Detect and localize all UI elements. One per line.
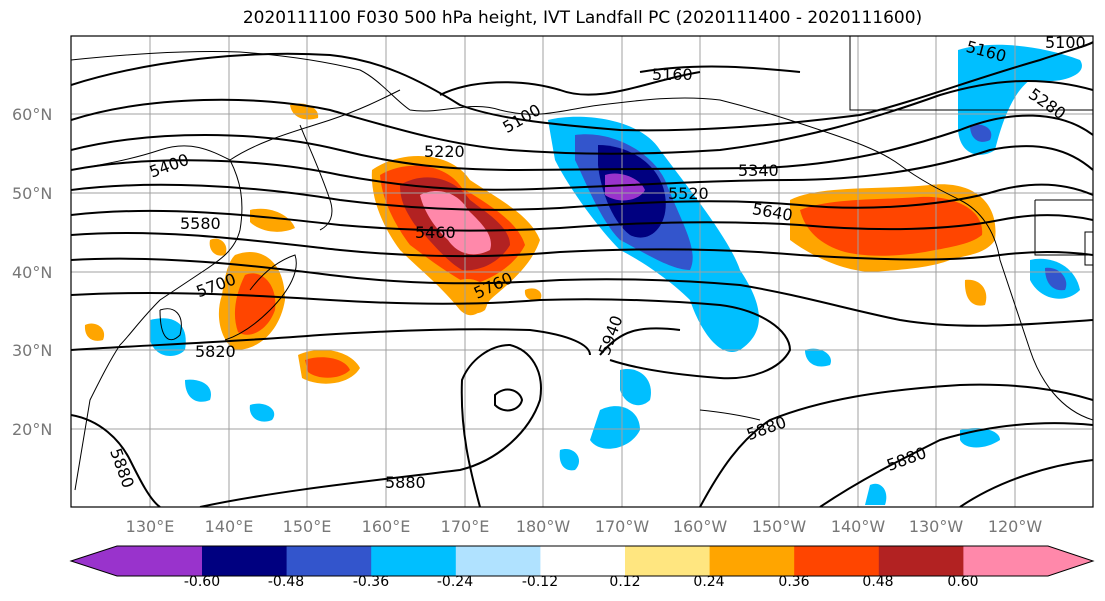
contour-label: 5880 [744,412,789,444]
lon-label: 170°W [595,517,650,536]
colorbar-tick-label: -0.48 [268,574,304,590]
graticule [71,36,1093,507]
lon-label: 130°E [126,517,175,536]
contour-label: 5220 [424,142,465,161]
colorbar-extend-high [1047,546,1093,576]
colorbar-segment [625,546,711,576]
contour-label: 5880 [385,473,426,492]
colorbar-segment [963,546,1049,576]
colorbar-outline [69,545,1095,577]
lon-label: 160°W [673,517,728,536]
lon-label: 120°W [988,517,1043,536]
lat-label: 50°N [12,184,52,203]
lon-label: 150°W [752,517,807,536]
contour-label: 5580 [180,214,221,233]
colorbar-segment [878,546,964,576]
colorbar-tick-label: 0.12 [609,574,640,590]
lon-label: 180°W [516,517,571,536]
contour-label: 5100 [499,100,544,137]
lat-label: 30°N [12,341,52,360]
colorbar-tick-label: -0.12 [522,574,558,590]
colorbar-segment [202,546,288,576]
colorbar-segment [117,546,203,576]
lat-label: 40°N [12,263,52,282]
colorbar-tick-label: -0.60 [184,574,220,590]
map-frame [70,35,1094,508]
colorbar-segment [794,546,880,576]
colorbar-tick-label: -0.24 [437,574,473,590]
lon-label: 140°W [831,517,886,536]
contour-label: 5460 [415,223,456,242]
coastlines [71,36,1093,491]
colorbar-labels: -0.60 -0.48 -0.36 -0.24 -0.12 0.12 0.24 … [184,574,979,590]
colorbar-segment [540,546,626,576]
lon-label: 140°E [205,517,254,536]
lat-label: 20°N [12,420,52,439]
contour-label: 5160 [652,65,693,84]
lon-label: 150°E [283,517,332,536]
contour-label: 5100 [1045,33,1086,52]
lon-label: 160°E [362,517,411,536]
colorbar-segment [709,546,795,576]
colorbar-tick-label: 0.48 [862,574,893,590]
contour-label: 5820 [195,342,236,361]
contour-label: 5400 [147,150,192,182]
colorbar-tick-label: 0.24 [693,574,724,590]
colorbar-tick-label: 0.36 [778,574,809,590]
colorbar-tick-label: 0.60 [947,574,978,590]
contour-label: 5880 [884,443,929,475]
colorbar-tick-label: -0.36 [353,574,389,590]
height-contours [71,41,1093,507]
colorbar-segment [371,546,457,576]
colorbar-segment [455,546,541,576]
lat-label: 60°N [12,105,52,124]
longitude-labels: 130°E 140°E 150°E 160°E 170°E 180°W 170°… [126,517,1043,536]
contour-label: 5880 [106,446,138,491]
lon-label: 170°E [441,517,490,536]
map-title: 2020111100 F030 500 hPa height, IVT Land… [242,8,923,28]
ivt-shading [84,44,1082,505]
contour-label: 5340 [738,161,779,180]
lon-label: 130°W [909,517,964,536]
contour-label: 5520 [668,184,709,203]
colorbar-segment [286,546,372,576]
colorbar-extend-low [71,546,118,576]
latitude-labels: 60°N 50°N 40°N 30°N 20°N [12,105,52,439]
colorbar [69,545,1095,577]
